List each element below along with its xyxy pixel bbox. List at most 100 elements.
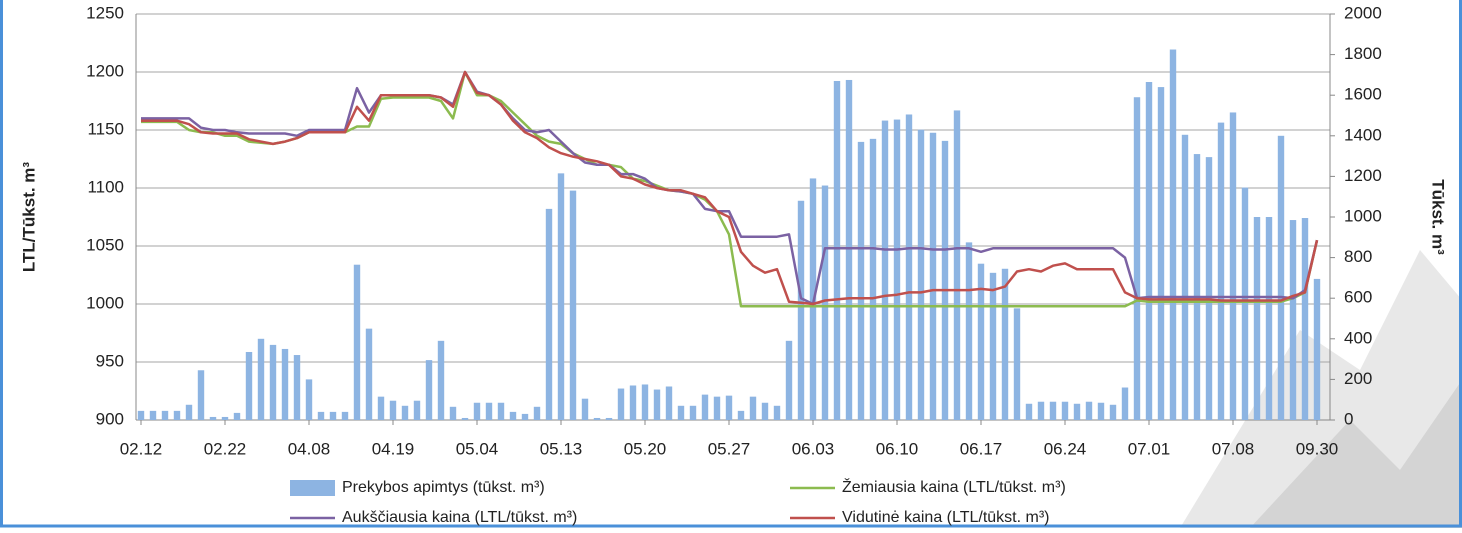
bar [150, 411, 156, 420]
x-tick-label: 09.30 [1296, 439, 1339, 458]
x-tick-label: 05.20 [624, 439, 667, 458]
bar [978, 264, 984, 420]
bar [426, 360, 432, 420]
bar [546, 209, 552, 420]
bar [198, 370, 204, 420]
bar [390, 401, 396, 420]
legend-key [290, 480, 335, 496]
bar [834, 81, 840, 420]
bar [642, 384, 648, 420]
bar [1026, 404, 1032, 420]
bar [354, 265, 360, 420]
bar [1086, 402, 1092, 420]
bar [498, 403, 504, 420]
x-tick-label: 02.22 [204, 439, 247, 458]
y2-tick-label: 1000 [1344, 206, 1382, 225]
bar [1158, 87, 1164, 420]
bar [162, 411, 168, 420]
bar [582, 399, 588, 420]
bar [822, 186, 828, 420]
bar [378, 397, 384, 420]
bar [870, 139, 876, 420]
bar [570, 191, 576, 420]
y-tick-label: 1050 [86, 235, 124, 254]
y-tick-label: 1000 [86, 293, 124, 312]
bar [906, 114, 912, 420]
bar [210, 417, 216, 420]
bar [798, 201, 804, 420]
y2-tick-label: 400 [1344, 328, 1372, 347]
bar [174, 411, 180, 420]
bar [414, 401, 420, 420]
bar [1110, 405, 1116, 420]
bar [450, 407, 456, 420]
bar [1218, 123, 1224, 420]
bar [258, 339, 264, 420]
bar [402, 406, 408, 420]
y-tick-label: 950 [96, 351, 124, 370]
bar [318, 412, 324, 420]
bar [918, 130, 924, 420]
bar [966, 242, 972, 420]
y2-tick-label: 0 [1344, 409, 1353, 428]
bar [1278, 136, 1284, 420]
bar [282, 349, 288, 420]
x-tick-label: 07.08 [1212, 439, 1255, 458]
bar [306, 379, 312, 420]
bar [882, 121, 888, 420]
bar [462, 418, 468, 420]
bar [222, 417, 228, 420]
legend-label: Prekybos apimtys (tūkst. m³) [342, 479, 545, 496]
y2-tick-label: 1800 [1344, 44, 1382, 63]
bar [786, 341, 792, 420]
bar [846, 80, 852, 420]
x-tick-label: 06.10 [876, 439, 919, 458]
bar [1074, 404, 1080, 420]
bar [666, 387, 672, 420]
bar [702, 395, 708, 420]
bar [618, 389, 624, 420]
x-tick-label: 07.01 [1128, 439, 1171, 458]
bar [726, 396, 732, 420]
bar [510, 412, 516, 420]
bar [1002, 269, 1008, 420]
y-tick-label: 900 [96, 409, 124, 428]
x-tick-label: 05.13 [540, 439, 583, 458]
bar [774, 406, 780, 420]
bar [1182, 135, 1188, 420]
bar [1050, 402, 1056, 420]
bar [186, 405, 192, 420]
x-tick-label: 06.24 [1044, 439, 1087, 458]
x-tick-label: 04.19 [372, 439, 415, 458]
bar [486, 403, 492, 420]
y2-tick-label: 2000 [1344, 3, 1382, 22]
bar [858, 142, 864, 420]
legend-label: Aukščiausia kaina (LTL/tūkst. m³) [342, 509, 577, 526]
bar [438, 341, 444, 420]
bar [630, 385, 636, 420]
y-tick-label: 1200 [86, 61, 124, 80]
x-tick-label: 06.03 [792, 439, 835, 458]
bar [1014, 308, 1020, 420]
x-tick-label: 05.04 [456, 439, 499, 458]
bar [1266, 217, 1272, 420]
x-tick-label: 02.12 [120, 439, 163, 458]
line [141, 72, 1317, 306]
bar [1038, 402, 1044, 420]
bar [594, 418, 600, 420]
y2-tick-label: 1600 [1344, 85, 1382, 104]
bar [522, 414, 528, 420]
y2-tick-label: 1400 [1344, 125, 1382, 144]
bar [1254, 217, 1260, 420]
bar [714, 397, 720, 420]
bar [474, 403, 480, 420]
bar [930, 133, 936, 420]
bar [1230, 112, 1236, 420]
bar [558, 173, 564, 420]
bar [330, 412, 336, 420]
bar [1314, 279, 1320, 420]
y-tick-label: 1150 [87, 119, 124, 138]
bar [954, 110, 960, 420]
bar [1062, 402, 1068, 420]
bar [1206, 157, 1212, 420]
